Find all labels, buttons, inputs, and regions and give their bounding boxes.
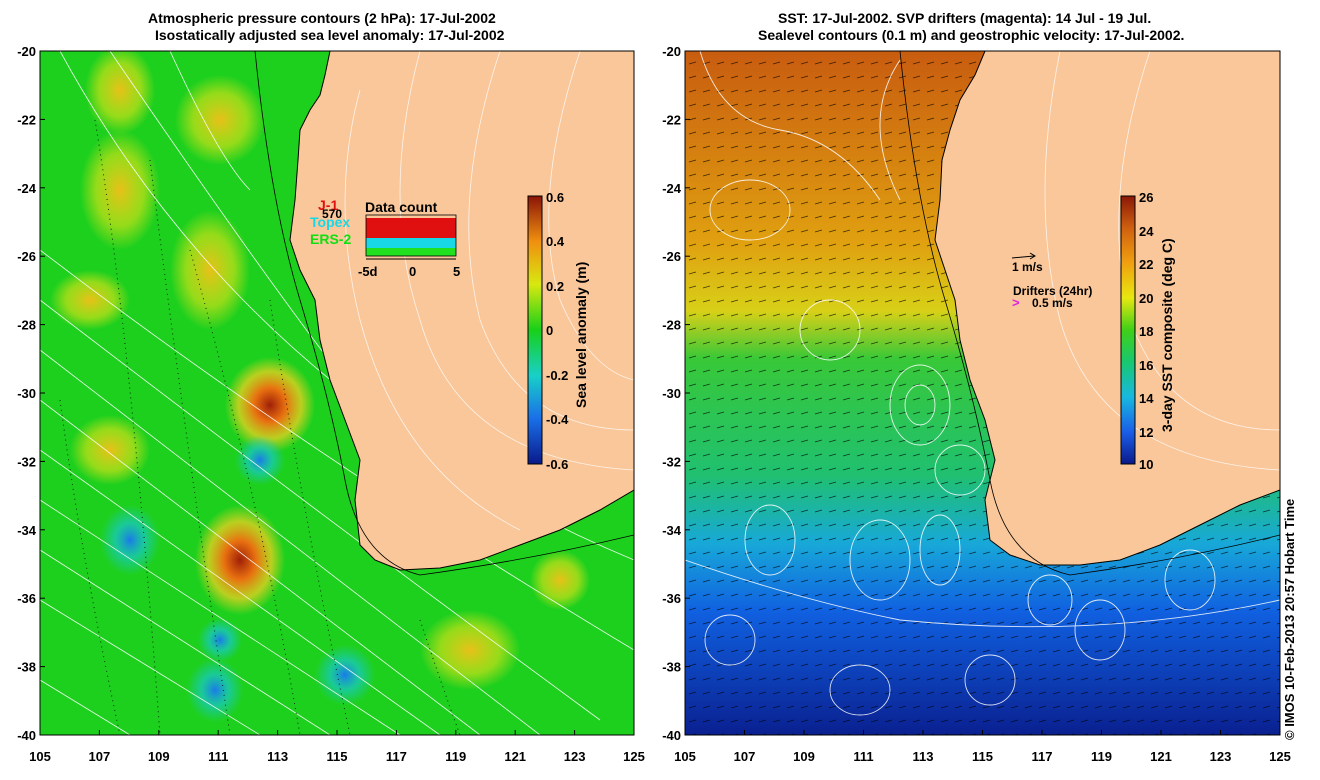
- right-y-tick-label: -22: [662, 112, 681, 127]
- left-colorbar-label: Sea level anomaly (m): [573, 262, 589, 408]
- right-x-tick-label: 115: [972, 749, 993, 764]
- legend-data-count-title: Data count: [365, 199, 438, 215]
- left-y-tick-label: -24: [17, 181, 37, 196]
- left-cbar-tick-2: 0.2: [546, 279, 564, 294]
- left-y-tick-label: -40: [17, 728, 36, 743]
- right-cbar-tick-1: 24: [1139, 224, 1154, 239]
- left-colorbar: [527, 195, 543, 465]
- velocity-key-label: 1 m/s: [1012, 260, 1043, 274]
- left-x-tick-label: 105: [29, 749, 51, 764]
- left-y-tick-label: -32: [17, 454, 36, 469]
- right-cbar-tick-3: 20: [1139, 291, 1153, 306]
- left-y-tick-label: -26: [17, 249, 36, 264]
- left-cbar-tick-0: 0.6: [546, 190, 564, 205]
- right-cbar-tick-6: 14: [1139, 391, 1154, 406]
- left-x-tick-label: 113: [267, 749, 288, 764]
- right-x-tick-label: 117: [1032, 749, 1053, 764]
- legend-j1: J-1: [318, 197, 338, 213]
- right-cbar-tick-7: 12: [1139, 425, 1153, 440]
- left-y-tick-label: -36: [17, 591, 36, 606]
- left-cbar-tick-6: -0.6: [546, 457, 568, 472]
- right-x-tick-label: 121: [1150, 749, 1172, 764]
- right-x-tick-label: 107: [734, 749, 756, 764]
- right-cbar-tick-2: 22: [1139, 257, 1153, 272]
- drifter-key-title: Drifters (24hr): [1013, 284, 1092, 298]
- legend-axis-minus5: -5d: [358, 264, 378, 279]
- left-x-tick-label: 119: [445, 749, 466, 764]
- right-y-tick-label: -30: [662, 386, 681, 401]
- left-y-tick-label: -34: [17, 523, 37, 538]
- drifter-key-value: 0.5 m/s: [1032, 296, 1073, 310]
- right-x-tick-label: 119: [1091, 749, 1112, 764]
- right-y-tick-label: -24: [662, 181, 682, 196]
- left-y-tick-label: -38: [17, 660, 36, 675]
- left-x-tick-label: 109: [148, 749, 170, 764]
- right-colorbar: [1120, 195, 1136, 465]
- right-title-line2: Sealevel contours (0.1 m) and geostrophi…: [758, 27, 1185, 43]
- right-cbar-tick-5: 16: [1139, 358, 1153, 373]
- right-map: 1 m/s Drifters (24hr) > 0.5 m/s: [685, 51, 1280, 735]
- drifter-key-arrow: >: [1012, 295, 1020, 310]
- velocity-key-arrow: [1011, 252, 1036, 260]
- right-y-tick-label: -40: [662, 728, 681, 743]
- left-title-line1: Atmospheric pressure contours (2 hPa): 1…: [148, 10, 496, 26]
- left-x-tick-label: 107: [89, 749, 111, 764]
- left-landmass: [289, 51, 634, 571]
- right-title-line1: SST: 17-Jul-2002. SVP drifters (magenta)…: [778, 10, 1152, 26]
- left-map: J-1 570 Topex ERS-2 Data count -5d 0 5: [40, 51, 634, 735]
- data-count-histogram: [365, 214, 457, 257]
- right-colorbar-label: 3-day SST composite (deg C): [1159, 238, 1175, 432]
- right-y-tick-label: -28: [662, 318, 681, 333]
- left-x-tick-label: 121: [504, 749, 526, 764]
- left-y-tick-label: -22: [17, 112, 36, 127]
- left-y-tick-label: -28: [17, 318, 36, 333]
- right-x-tick-label: 113: [913, 749, 934, 764]
- right-x-tick-label: 109: [793, 749, 815, 764]
- left-x-tick-label: 125: [623, 749, 645, 764]
- right-x-tick-label: 105: [674, 749, 696, 764]
- left-x-tick-label: 117: [386, 749, 407, 764]
- legend-axis-5: 5: [453, 264, 460, 279]
- left-x-tick-label: 111: [208, 749, 228, 764]
- left-cbar-tick-1: 0.4: [546, 234, 565, 249]
- legend-ers2: ERS-2: [310, 231, 351, 247]
- right-y-tick-label: -32: [662, 454, 681, 469]
- right-y-tick-label: -38: [662, 660, 681, 675]
- left-cbar-tick-3: 0: [546, 323, 553, 338]
- right-x-tick-label: 111: [853, 749, 873, 764]
- left-y-tick-label: -30: [17, 386, 36, 401]
- right-cbar-tick-0: 26: [1139, 190, 1153, 205]
- left-x-tick-label: 115: [327, 749, 348, 764]
- left-y-tick-label: -20: [17, 44, 36, 59]
- right-y-tick-label: -20: [662, 44, 681, 59]
- right-cbar-tick-8: 10: [1139, 457, 1153, 472]
- right-cbar-tick-4: 18: [1139, 324, 1153, 339]
- right-x-tick-label: 125: [1269, 749, 1291, 764]
- right-x-tick-label: 123: [1210, 749, 1232, 764]
- legend-count: 570: [322, 207, 342, 221]
- left-cbar-tick-5: -0.4: [546, 412, 569, 427]
- right-y-tick-label: -36: [662, 591, 681, 606]
- left-x-tick-label: 123: [564, 749, 586, 764]
- copyright: © IMOS 10-Feb-2013 20:57 Hobart Time: [1282, 498, 1297, 740]
- left-cbar-tick-4: -0.2: [546, 368, 568, 383]
- legend-topex: Topex: [310, 214, 350, 230]
- right-landmass: [934, 51, 1280, 566]
- left-title-line2: Isostatically adjusted sea level anomaly…: [155, 27, 505, 43]
- right-y-tick-label: -34: [662, 523, 682, 538]
- right-y-tick-label: -26: [662, 249, 681, 264]
- legend-axis-0: 0: [409, 264, 416, 279]
